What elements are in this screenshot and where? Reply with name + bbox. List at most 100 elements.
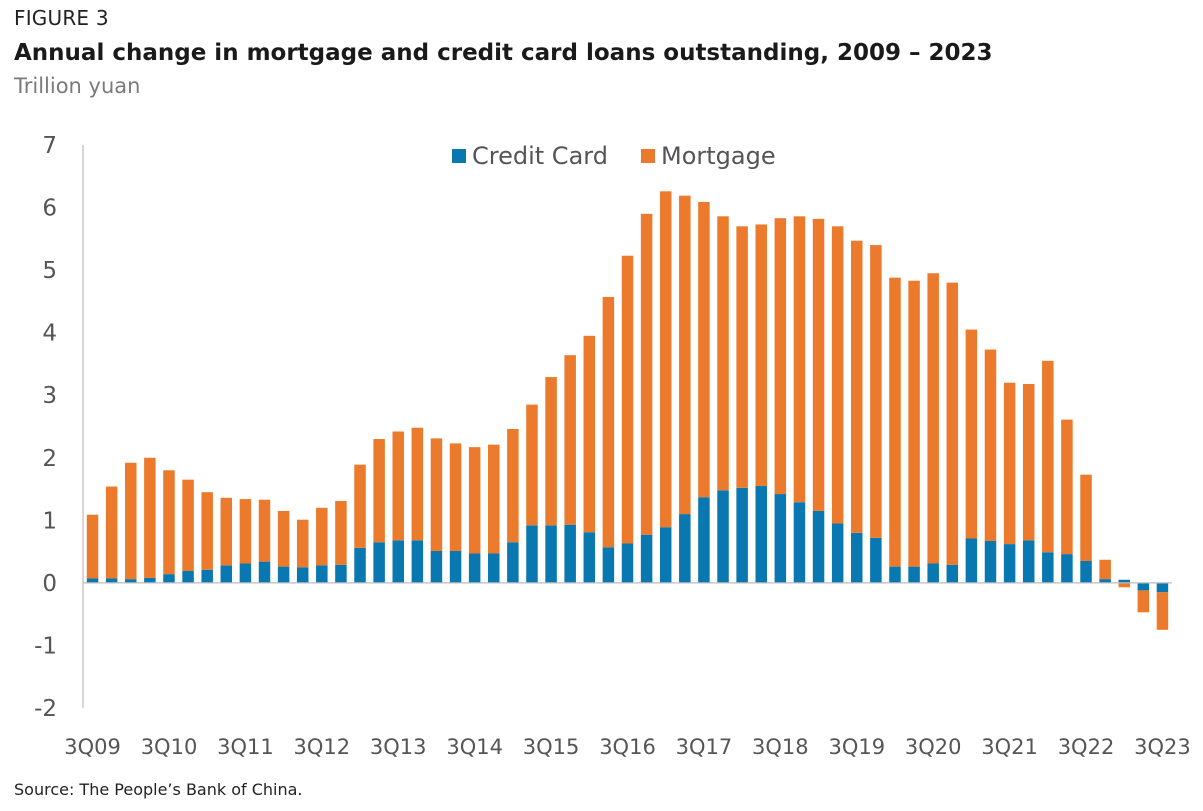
mortgage-bar: [201, 492, 213, 570]
mortgage-bar: [545, 377, 557, 526]
y-tick-label: -2: [34, 696, 57, 722]
credit-card-bar: [640, 534, 653, 583]
mortgage-bar: [220, 497, 233, 566]
credit-card-bar: [946, 564, 959, 583]
y-tick-label: 5: [42, 258, 57, 284]
credit-card-bar: [1003, 544, 1016, 583]
mortgage-bar: [277, 510, 290, 567]
y-tick-label: 7: [42, 133, 57, 159]
mortgage-bar: [488, 444, 500, 554]
mortgage-bar: [870, 245, 882, 538]
credit-card-bar: [851, 532, 863, 583]
credit-card-bar: [316, 565, 328, 583]
mortgage-bar: [851, 240, 863, 533]
mortgage-bar: [1022, 383, 1035, 541]
y-tick-label: 3: [42, 383, 57, 409]
mortgage-bar: [679, 195, 691, 515]
mortgage-bar: [717, 216, 729, 491]
mortgage-bar: [449, 443, 462, 551]
mortgage-bar: [812, 218, 825, 511]
mortgage-bar: [392, 431, 404, 541]
y-tick-label: 0: [42, 571, 57, 597]
mortgage-bar: [411, 427, 424, 541]
credit-card-bar: [583, 532, 596, 583]
credit-card-bar: [239, 563, 252, 583]
credit-card-bar: [182, 571, 194, 583]
mortgage-bar: [239, 499, 252, 564]
credit-card-bar: [984, 540, 997, 583]
mortgage-bar: [1099, 559, 1111, 580]
credit-card-bar: [927, 563, 939, 583]
credit-card-bar: [774, 494, 787, 583]
mortgage-bar: [1080, 474, 1092, 561]
credit-card-bar: [1137, 582, 1150, 591]
credit-card-bar: [621, 543, 634, 583]
credit-card-bar: [564, 524, 576, 583]
x-tick-label: 3Q19: [828, 735, 885, 759]
y-axis: -2 -1 0 1 2 3 4 5 6 7: [34, 133, 84, 722]
credit-card-bar: [602, 547, 615, 583]
credit-card-bar: [545, 525, 557, 583]
x-tick-label: 3Q13: [370, 735, 427, 759]
legend-label-mortgage: Mortgage: [661, 142, 776, 170]
mortgage-bar: [1042, 360, 1054, 553]
credit-card-bar: [468, 553, 481, 583]
credit-card-bar: [125, 579, 137, 583]
chart-subtitle: Trillion yuan: [14, 74, 141, 98]
mortgage-bar: [640, 213, 653, 535]
mortgage-bar: [430, 438, 443, 551]
credit-card-bar: [449, 550, 462, 583]
mortgage-bar: [1118, 582, 1130, 588]
credit-card-bar: [831, 523, 844, 583]
mortgage-bar: [316, 507, 328, 566]
x-tick-label: 3Q11: [217, 735, 274, 759]
mortgage-bar: [698, 201, 710, 498]
credit-card-bar: [793, 502, 806, 583]
credit-card-bar: [105, 578, 118, 583]
credit-card-bar: [335, 564, 347, 583]
mortgage-bar: [1061, 419, 1073, 555]
y-tick-label: -1: [34, 633, 57, 659]
credit-card-bar: [812, 510, 825, 583]
credit-card-bar: [258, 561, 271, 583]
mortgage-bar: [354, 464, 366, 548]
x-tick-label: 3Q12: [293, 735, 350, 759]
y-tick-label: 6: [42, 196, 57, 222]
credit-card-bar: [163, 574, 175, 583]
mortgage-bar: [163, 470, 175, 575]
credit-card-bar: [1022, 540, 1035, 583]
mortgage-bar: [1137, 590, 1150, 613]
credit-card-bar: [201, 569, 213, 583]
credit-card-bar: [1061, 554, 1073, 583]
mortgage-bar: [831, 226, 844, 524]
credit-card-bar: [507, 542, 519, 583]
mortgage-bar: [927, 273, 939, 564]
mortgage-bar: [659, 191, 672, 528]
mortgage-bar: [144, 457, 156, 578]
credit-card-bar: [889, 566, 901, 583]
mortgage-bar: [296, 519, 309, 568]
credit-card-bar: [373, 542, 385, 583]
x-tick-label: 3Q09: [64, 735, 121, 759]
credit-card-bar: [908, 566, 920, 583]
y-tick-label: 2: [42, 446, 57, 472]
credit-card-bar: [717, 490, 729, 583]
x-axis: 3Q09 3Q10 3Q11 3Q12 3Q13 3Q14 3Q15 3Q16 3Q17 3Q18…: [64, 582, 1191, 759]
x-tick-label: 3Q21: [981, 735, 1038, 759]
credit-card-bar: [1080, 560, 1092, 583]
legend-label-credit-card: Credit Card: [472, 142, 608, 170]
x-tick-label: 3Q23: [1134, 735, 1191, 759]
credit-card-bar: [755, 485, 767, 583]
mortgage-bar: [1156, 592, 1169, 630]
credit-card-bar: [736, 487, 748, 583]
legend-swatch-mortgage: [641, 149, 655, 163]
credit-card-bar: [411, 540, 424, 583]
credit-card-bar: [430, 550, 443, 583]
credit-card-bar: [392, 540, 404, 583]
source-note: Source: The People’s Bank of China.: [14, 780, 303, 799]
figure-label: FIGURE 3: [14, 6, 109, 30]
mortgage-bar: [105, 486, 118, 579]
legend: Credit Card Mortgage: [452, 142, 776, 170]
mortgage-bar: [755, 224, 767, 486]
